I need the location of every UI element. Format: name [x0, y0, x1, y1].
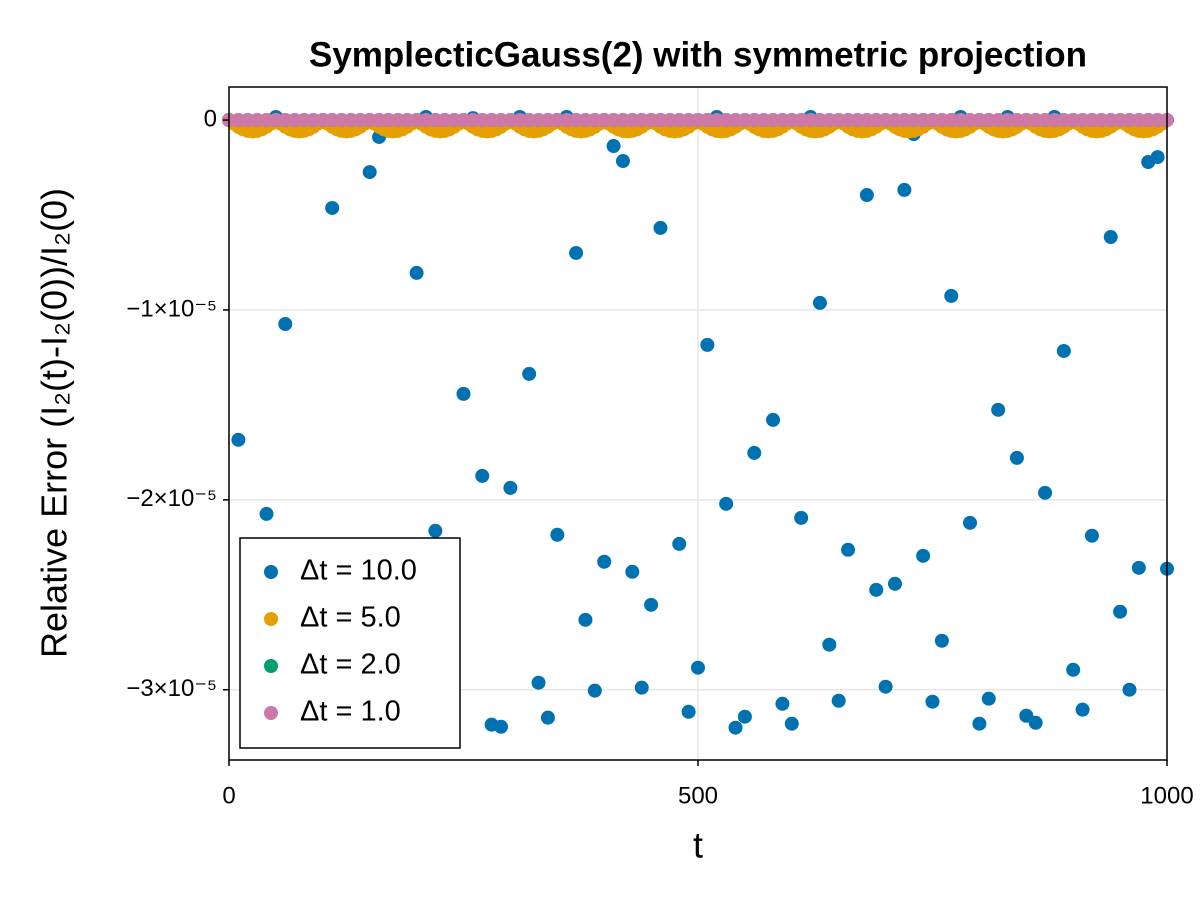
point [1113, 604, 1128, 619]
point [231, 432, 246, 447]
point [1056, 343, 1071, 358]
point [766, 412, 781, 427]
y-tick-label: −1×10⁻⁵ [126, 295, 217, 322]
point [812, 295, 827, 310]
point [1150, 150, 1165, 165]
point [522, 366, 537, 381]
point [991, 402, 1006, 417]
point [719, 496, 734, 511]
point [494, 719, 509, 734]
x-axis-label: t [693, 825, 703, 866]
point [916, 548, 931, 563]
point [1084, 528, 1099, 543]
x-tick-label: 1000 [1140, 782, 1193, 809]
legend-label: Δt = 2.0 [300, 649, 401, 681]
point [784, 716, 799, 731]
legend-label: Δt = 5.0 [300, 602, 401, 634]
point [672, 536, 687, 551]
point [456, 386, 471, 401]
point [615, 154, 630, 169]
point [540, 710, 555, 725]
point [794, 510, 809, 525]
point [897, 182, 912, 197]
point [859, 188, 874, 203]
point [841, 542, 856, 557]
point [681, 704, 696, 719]
point [944, 288, 959, 303]
point [1075, 702, 1090, 717]
legend-marker [264, 612, 278, 626]
plot-marks [222, 110, 1174, 735]
point [597, 554, 612, 569]
chart-title: SymplecticGauss(2) with symmetric projec… [309, 35, 1087, 74]
point [691, 660, 705, 675]
point [362, 165, 377, 180]
y-tick-label: −3×10⁻⁵ [126, 675, 217, 702]
point [775, 696, 790, 711]
point [1066, 662, 1081, 677]
point [925, 694, 940, 709]
point [578, 612, 593, 627]
point [822, 637, 837, 652]
point [831, 693, 846, 708]
legend-label: Δt = 10.0 [300, 555, 417, 587]
point [278, 316, 293, 331]
axes: −3×10⁻⁵ −2×10⁻⁵ −1×10⁻⁵ 0 0 500 1000 [126, 105, 1193, 809]
point [606, 139, 621, 154]
point [1131, 560, 1146, 575]
point [325, 200, 340, 215]
point [869, 582, 884, 597]
point [587, 683, 602, 698]
point [625, 564, 640, 579]
point [972, 716, 987, 731]
point [1028, 715, 1043, 730]
legend-marker [264, 565, 278, 579]
point [409, 265, 424, 280]
point [878, 679, 893, 694]
point [1103, 230, 1118, 245]
x-tick-label: 0 [222, 782, 235, 809]
legend-marker [264, 659, 278, 673]
point [1122, 682, 1137, 697]
y-tick-label: −2×10⁻⁵ [126, 485, 217, 512]
point [634, 680, 649, 695]
point [981, 691, 996, 706]
point [1038, 485, 1053, 500]
point [531, 675, 546, 690]
point [737, 709, 752, 724]
point [644, 597, 659, 612]
legend-label: Δt = 1.0 [300, 696, 401, 728]
series [222, 113, 1174, 128]
x-tick-label: 500 [678, 782, 718, 809]
point [259, 506, 274, 521]
y-tick-label: 0 [204, 105, 217, 132]
point [1009, 450, 1024, 465]
point [700, 337, 715, 352]
y-axis-label: Relative Error (I₂(t)-I₂(0))/I₂(0) [34, 188, 75, 658]
point [653, 220, 668, 235]
point [428, 523, 443, 538]
legend: Δt = 10.0 Δt = 5.0 Δt = 2.0 Δt = 1.0 [239, 537, 461, 749]
legend-marker [264, 706, 278, 720]
point [934, 633, 949, 648]
point [747, 445, 762, 460]
point [475, 468, 490, 483]
point [963, 515, 978, 530]
point [887, 576, 902, 591]
point [569, 245, 584, 260]
point [503, 480, 518, 495]
point [550, 527, 565, 542]
point [728, 720, 743, 735]
